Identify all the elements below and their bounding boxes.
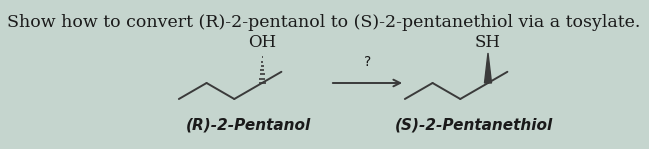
Text: OH: OH (248, 34, 276, 51)
Text: Show how to convert (R)-2-pentanol to (S)-2-pentanethiol via a tosylate.: Show how to convert (R)-2-pentanol to (S… (7, 14, 641, 31)
Polygon shape (485, 53, 491, 83)
Text: (R)-2-Pentanol: (R)-2-Pentanol (186, 117, 311, 132)
Text: SH: SH (475, 34, 501, 51)
Text: (S)-2-Pentanethiol: (S)-2-Pentanethiol (395, 117, 553, 132)
Text: ?: ? (364, 55, 371, 69)
